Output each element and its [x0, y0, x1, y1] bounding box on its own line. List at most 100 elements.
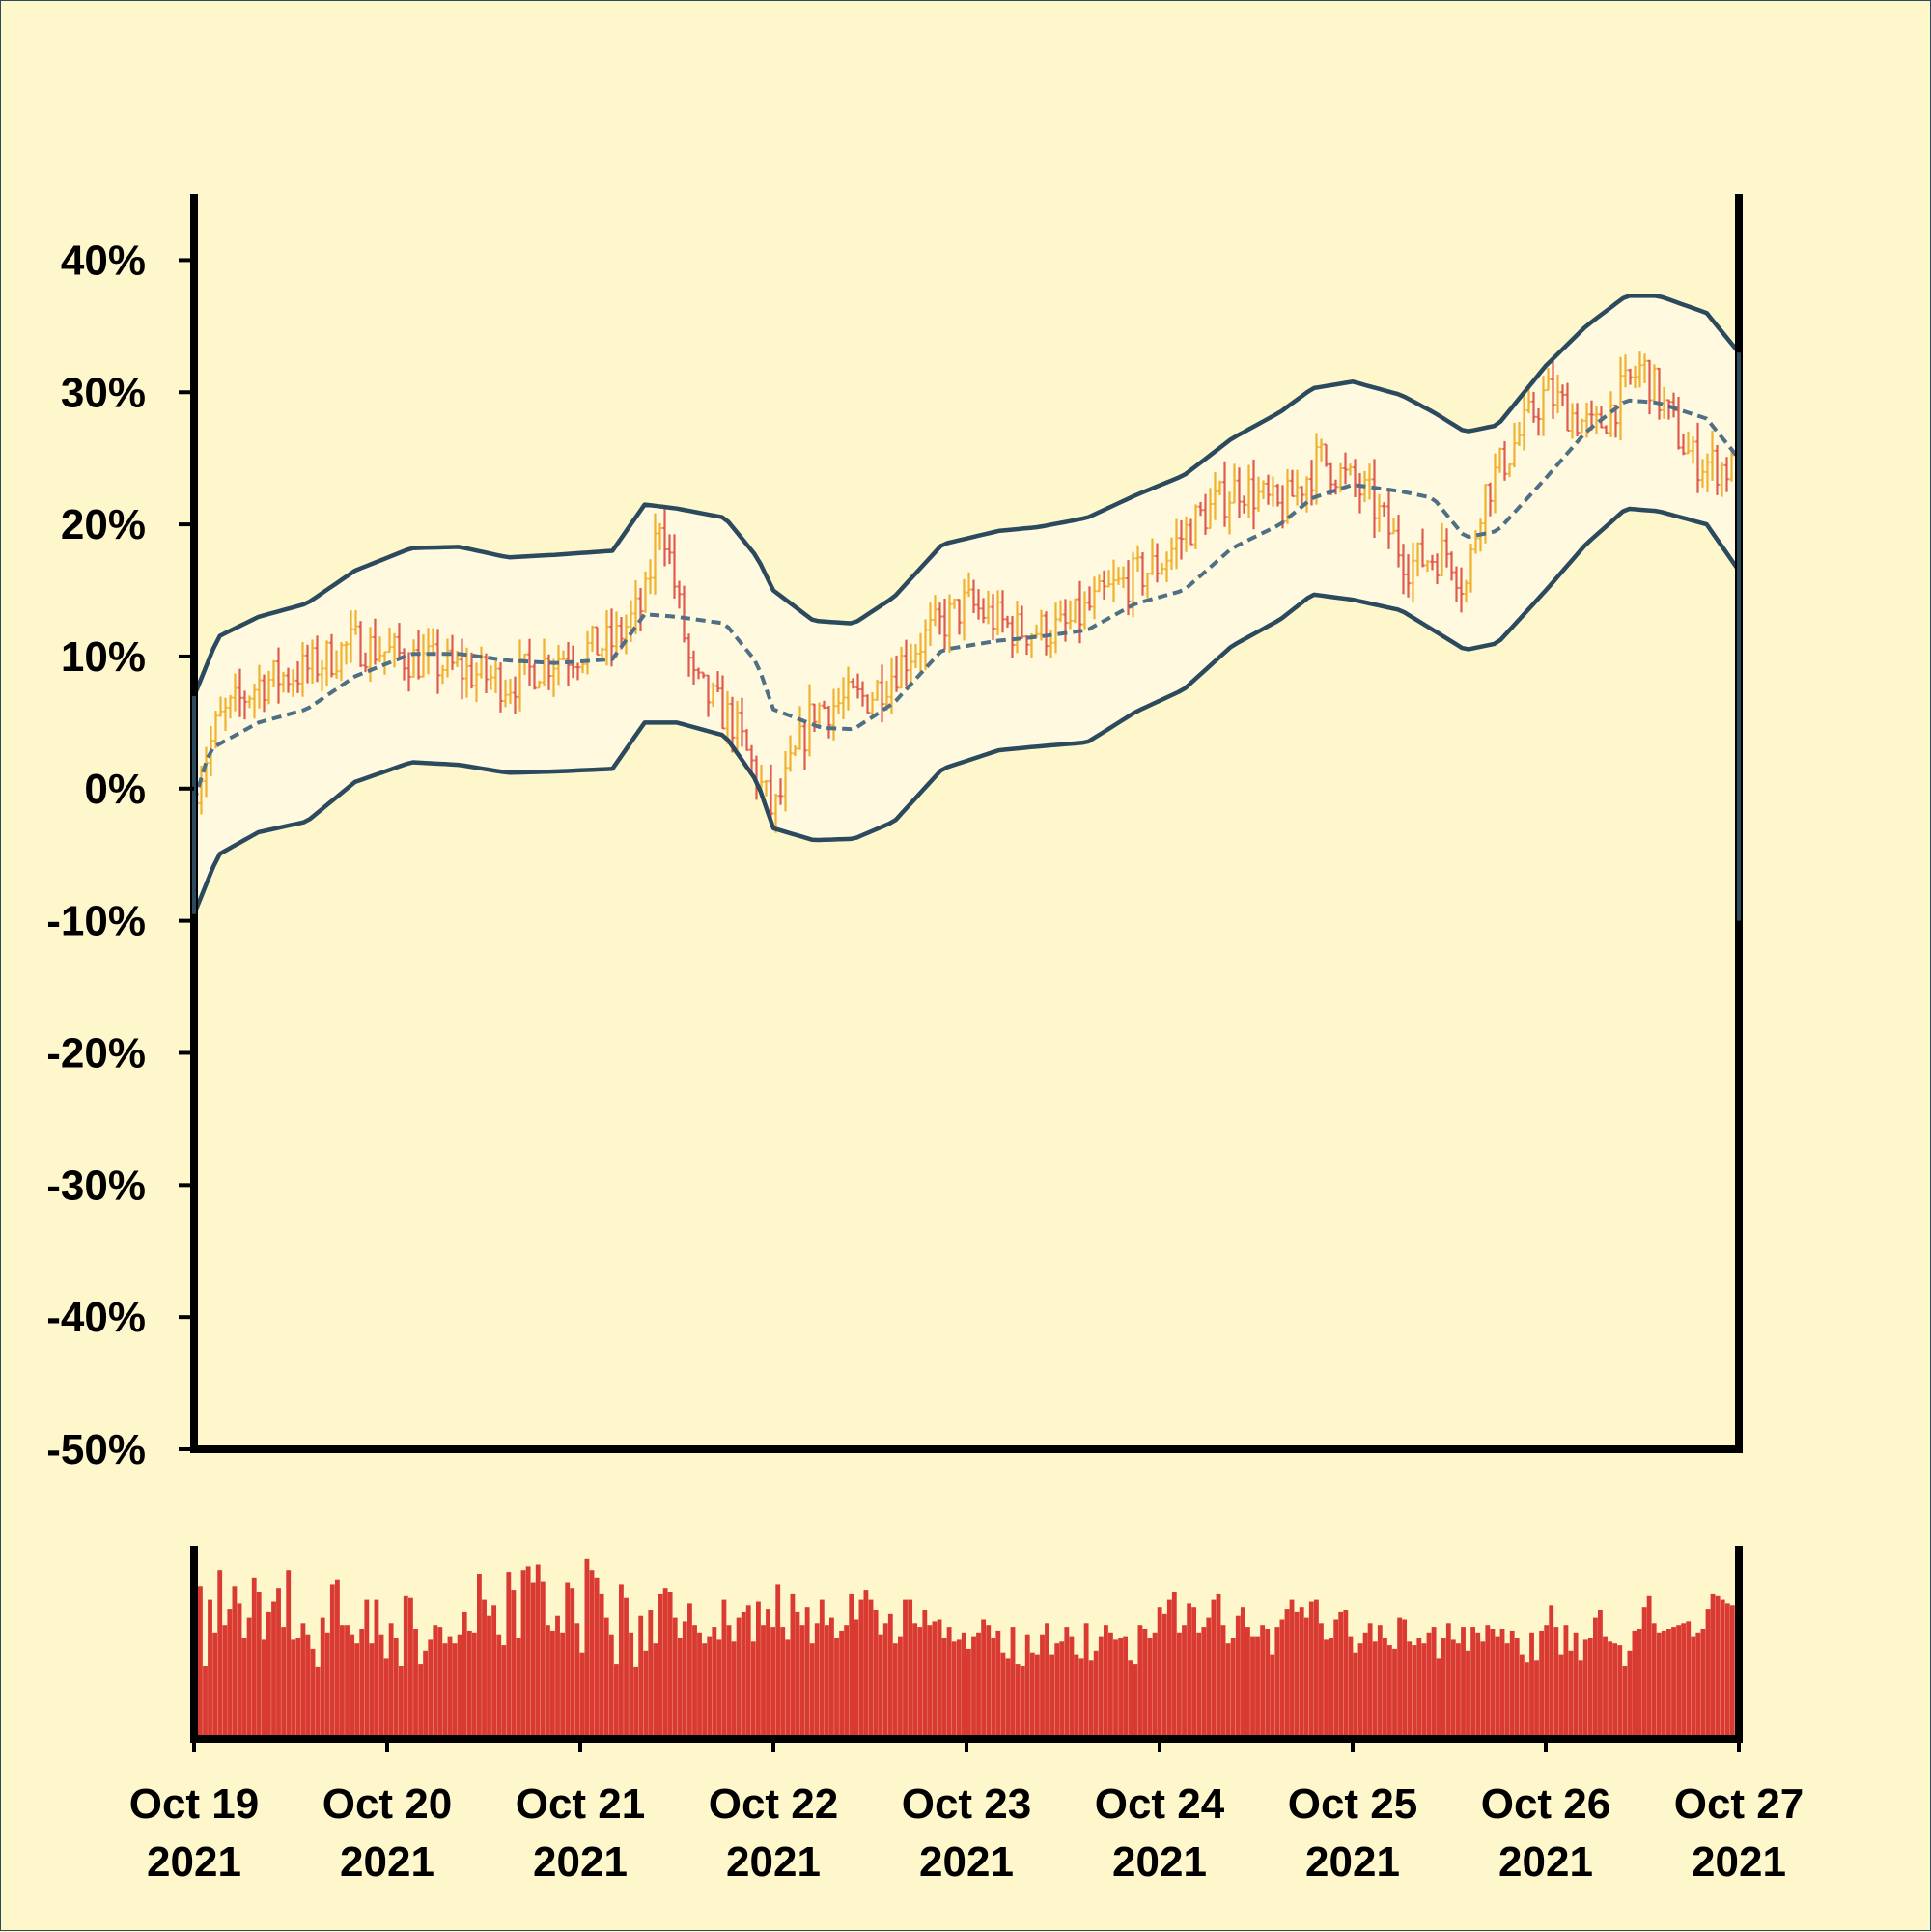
ohlc-bar: [1724, 457, 1729, 492]
ohlc-bar: [860, 681, 865, 707]
ohlc-bar: [271, 659, 276, 687]
volume-bar: [574, 1623, 580, 1739]
volume-bar: [1314, 1599, 1319, 1739]
ohlc-bar: [1097, 574, 1102, 593]
volume-bar: [1593, 1617, 1598, 1739]
volume-bar: [1475, 1632, 1481, 1739]
ohlc-bar: [841, 677, 846, 720]
volume-bar: [1525, 1662, 1529, 1739]
volume-bar: [624, 1597, 629, 1739]
ohlc-bar: [682, 585, 686, 643]
volume-bar: [324, 1632, 330, 1739]
volume-bar: [726, 1625, 732, 1739]
volume-bar: [560, 1632, 566, 1739]
volume-bar: [971, 1636, 976, 1739]
volume-bar: [393, 1638, 399, 1739]
volume-bar: [750, 1641, 756, 1739]
ohlc-bar: [1430, 554, 1435, 571]
ohlc-bar: [305, 644, 310, 684]
volume-bar: [428, 1639, 434, 1739]
ohlc-bar: [822, 700, 826, 710]
ohlc-bar: [1261, 480, 1266, 499]
volume-bar: [927, 1625, 933, 1739]
volume-bar: [350, 1634, 355, 1739]
bollinger-upper-line: [191, 294, 1741, 697]
ohlc-bar: [387, 627, 392, 654]
ohlc-bar: [445, 638, 450, 678]
volume-bar: [682, 1621, 687, 1739]
volume-bar: [780, 1627, 786, 1739]
volume-bar: [1416, 1638, 1422, 1739]
ohlc-bar: [1623, 354, 1628, 388]
volume-bar: [1182, 1625, 1187, 1739]
volume-bar: [1177, 1632, 1182, 1739]
ohlc-bar: [778, 778, 783, 805]
volume-bar: [1456, 1643, 1461, 1739]
volume-bar: [707, 1636, 713, 1739]
volume-bar: [712, 1627, 717, 1739]
ohlc-bar: [851, 678, 855, 689]
volume-bar: [951, 1641, 957, 1739]
ohlc-bar: [1391, 518, 1396, 535]
ohlc-bar: [358, 621, 363, 667]
ohlc-bar: [783, 750, 788, 812]
volume-bar: [1436, 1658, 1441, 1739]
volume-bar: [868, 1599, 874, 1739]
volume-bar: [1010, 1627, 1016, 1739]
volume-bar: [579, 1652, 585, 1739]
volume-bar: [408, 1597, 413, 1739]
ohlc-bar: [662, 508, 667, 567]
ohlc-bar: [238, 668, 242, 717]
ohlc-bar: [1642, 353, 1647, 383]
ohlc-bar: [633, 580, 638, 635]
ohlc-bar: [614, 611, 619, 658]
volume-bar: [638, 1615, 644, 1739]
volume-bar: [1578, 1660, 1583, 1739]
ohlc-bar: [286, 667, 291, 693]
volume-bar: [1299, 1607, 1304, 1739]
ohlc-bar: [846, 666, 851, 711]
volume-bar: [212, 1632, 218, 1739]
ohlc-bar: [1652, 364, 1657, 402]
volume-bar: [1093, 1650, 1099, 1739]
volume-bar: [1549, 1605, 1554, 1739]
ohlc-bar: [836, 687, 841, 714]
volume-bar: [315, 1666, 321, 1739]
ohlc-bar: [909, 643, 913, 688]
x-tick-label-year: 2021: [1498, 1838, 1593, 1886]
ohlc-bar: [947, 594, 952, 653]
volume-bar: [1392, 1648, 1397, 1739]
ohlc-bar: [218, 696, 223, 717]
ohlc-bar: [460, 638, 464, 700]
ohlc-bar: [276, 647, 281, 704]
volume-bar: [1240, 1607, 1245, 1739]
ohlc-bar: [431, 628, 435, 656]
ohlc-bar: [933, 595, 938, 627]
volume-bar: [687, 1603, 692, 1739]
ohlc-bar: [667, 534, 672, 565]
ohlc-bar: [1657, 367, 1662, 420]
ohlc-bar: [1295, 469, 1300, 506]
volume-bar: [863, 1590, 869, 1739]
volume-bar: [961, 1632, 966, 1739]
ohlc-bar: [1068, 600, 1073, 630]
ohlc-bar: [551, 658, 556, 697]
ohlc-bar: [546, 654, 551, 690]
ohlc-bar: [1531, 392, 1536, 423]
x-tick-label-date: Oct 21: [516, 1780, 646, 1828]
ohlc-bar: [204, 746, 209, 798]
volume-bar: [795, 1611, 800, 1739]
x-tick-label-year: 2021: [919, 1838, 1014, 1886]
volume-bar: [1083, 1623, 1089, 1739]
volume-bar: [1529, 1632, 1534, 1739]
volume-bar: [1402, 1619, 1408, 1739]
ohlc-bar: [1121, 566, 1126, 589]
ohlc-bar: [411, 639, 416, 678]
volume-bar: [550, 1630, 555, 1739]
ohlc-bar: [532, 663, 537, 690]
volume-bar: [991, 1638, 996, 1739]
x-tick-label-date: Oct 19: [129, 1780, 260, 1828]
volume-bar: [692, 1625, 697, 1739]
volume-bar: [1466, 1650, 1470, 1739]
